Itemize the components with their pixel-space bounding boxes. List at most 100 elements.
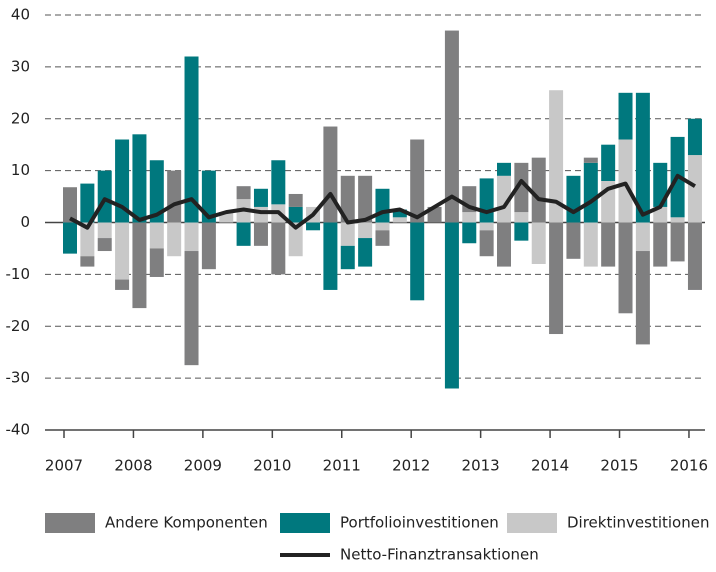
bar (479, 222, 494, 231)
bar (236, 186, 251, 200)
bar (132, 134, 147, 223)
bar (340, 175, 355, 223)
bar (497, 222, 511, 267)
bar (323, 222, 338, 290)
bar (149, 248, 164, 277)
bar (583, 222, 598, 267)
bar (601, 222, 616, 267)
y-tick-label: 40 (11, 6, 30, 24)
bar (201, 222, 216, 270)
bar (340, 222, 355, 246)
bar (149, 160, 164, 223)
bar (201, 170, 216, 223)
bar (375, 230, 390, 246)
line (69, 173, 696, 230)
bar (132, 222, 147, 309)
bar (410, 222, 425, 301)
bar (514, 212, 529, 223)
y-tick-label: -30 (6, 369, 31, 387)
bar (306, 222, 321, 231)
bar (653, 162, 668, 207)
bar (80, 256, 95, 267)
bar (497, 162, 511, 176)
bar (444, 30, 459, 223)
legend-label: Andere Komponenten (105, 514, 268, 532)
bar (63, 187, 77, 223)
bar (184, 56, 199, 223)
bar (635, 251, 650, 345)
legend-swatch (507, 513, 557, 533)
bar (601, 144, 616, 181)
bar (462, 212, 477, 223)
bar (115, 279, 130, 290)
x-tick-label: 2016 (670, 457, 708, 475)
y-tick-label: -40 (6, 421, 31, 439)
bar (63, 222, 77, 254)
bar (323, 126, 338, 223)
bar (687, 222, 702, 290)
bar (687, 118, 702, 156)
bar (549, 222, 564, 335)
x-tick-label: 2011 (323, 457, 361, 475)
bar (97, 170, 112, 223)
bar (566, 175, 581, 223)
bar (97, 238, 112, 252)
bar (670, 222, 685, 262)
legend-swatch (280, 513, 330, 533)
bar (687, 155, 702, 223)
bar (583, 157, 598, 163)
bar (653, 222, 668, 267)
bar (444, 222, 459, 389)
bar (253, 188, 268, 207)
x-tick-label: 2010 (253, 457, 291, 475)
bar (462, 222, 477, 244)
y-tick-label: 20 (11, 109, 30, 127)
x-tick-label: 2008 (114, 457, 152, 475)
y-tick-label: 10 (11, 161, 30, 179)
y-tick-label: -10 (6, 265, 31, 283)
legend-swatch (45, 513, 95, 533)
bar (253, 206, 268, 223)
legend-label: Netto-Finanztransaktionen (340, 546, 539, 564)
bar (358, 222, 373, 239)
bar (80, 183, 95, 223)
x-tick-label: 2013 (462, 457, 500, 475)
x-tick-label: 2009 (184, 457, 222, 475)
bar (253, 222, 268, 246)
bar (618, 222, 633, 314)
bar (670, 217, 685, 223)
bar (514, 222, 529, 241)
bar (375, 188, 390, 223)
bar (479, 230, 494, 257)
y-tick-label: 0 (20, 213, 30, 231)
x-tick-label: 2012 (392, 457, 430, 475)
bar (97, 222, 112, 239)
bar (497, 175, 511, 223)
bar (167, 170, 182, 223)
bar (184, 251, 199, 366)
bar (184, 222, 199, 252)
x-tick-label: 2015 (600, 457, 638, 475)
bar (392, 217, 407, 223)
y-tick-label: 30 (11, 57, 30, 75)
bar (479, 178, 494, 223)
x-tick-label: 2014 (531, 457, 569, 475)
bar (288, 206, 303, 223)
bar (167, 222, 182, 257)
bar (410, 139, 425, 223)
bar (635, 222, 650, 252)
bar (653, 206, 668, 223)
bar (271, 222, 286, 275)
legend-label: Portfolioinvestitionen (340, 514, 499, 532)
bar (618, 92, 633, 140)
bar (80, 222, 95, 257)
bar (236, 222, 251, 246)
bar (566, 222, 581, 259)
bar (392, 209, 407, 218)
bar (340, 245, 355, 270)
bar (375, 222, 390, 231)
bar (271, 160, 286, 205)
bar (358, 175, 373, 223)
bar (531, 222, 546, 264)
